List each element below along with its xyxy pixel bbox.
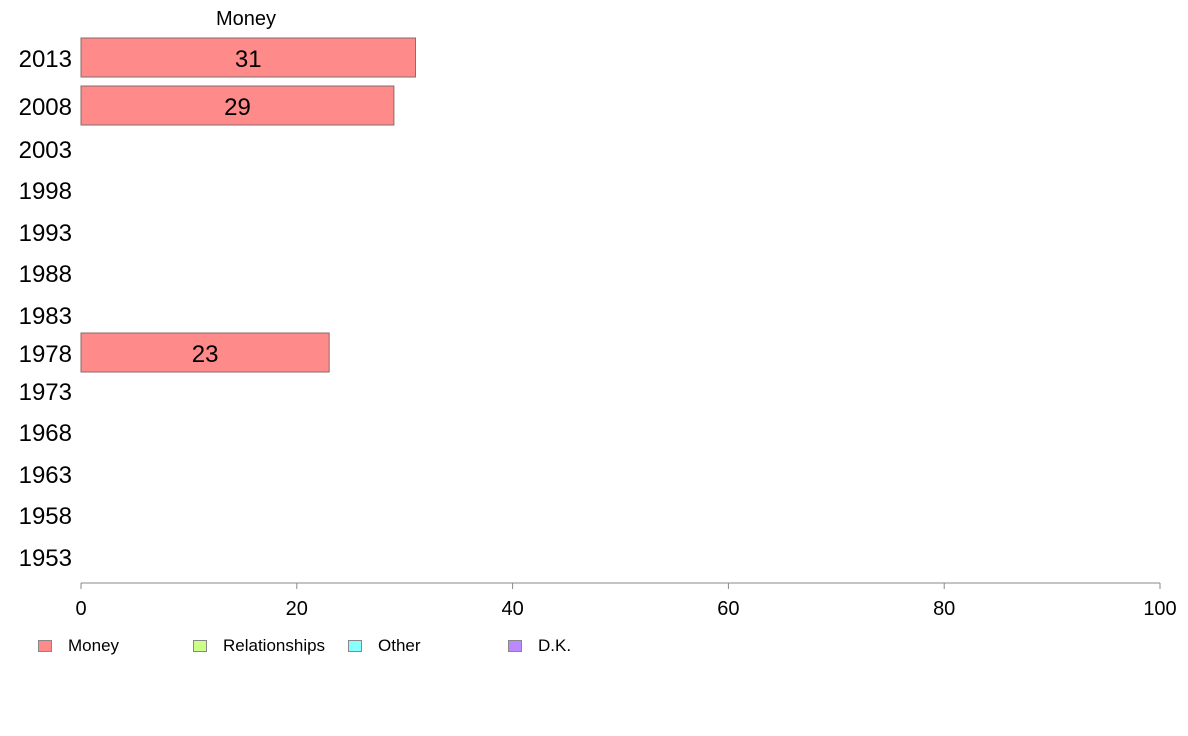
year-label: 1968 (19, 420, 72, 447)
legend-swatch-money (38, 640, 52, 652)
bars-group: 31 29 23 (80, 37, 416, 373)
year-label: 1958 (19, 503, 72, 530)
legend-item-relationships: Relationships (193, 636, 325, 656)
legend-swatch-dk (508, 640, 522, 652)
x-axis: 0 20 40 60 80 100 (75, 582, 1177, 620)
year-label: 1998 (19, 178, 72, 205)
year-label: 2003 (19, 137, 72, 164)
legend-item-money: Money (38, 636, 119, 656)
year-label: 1993 (19, 220, 72, 247)
x-tick-label: 20 (286, 598, 308, 620)
x-tick-label: 0 (75, 598, 86, 620)
bar-money-1978 (80, 332, 330, 373)
legend: Money Relationships Other D.K. (38, 636, 738, 660)
bar-value-label: 29 (224, 94, 251, 121)
legend-label-other: Other (378, 636, 421, 655)
legend-label-money: Money (68, 636, 120, 655)
bar-money-2008 (80, 85, 395, 126)
legend-item-other: Other (348, 636, 421, 656)
x-tick-label: 100 (1143, 598, 1176, 620)
year-label: 1983 (19, 303, 72, 330)
year-label: 1953 (19, 545, 72, 572)
year-labels: 2013 2008 2003 1998 1993 1988 1983 1978 1973 1968… (19, 46, 72, 572)
year-label: 2008 (19, 94, 72, 121)
year-label: 2013 (19, 46, 72, 73)
x-tick-label: 40 (501, 598, 523, 620)
bar-money-2013 (80, 37, 416, 78)
column-title: Money (216, 8, 276, 30)
year-label: 1963 (19, 462, 72, 489)
legend-label-relationships: Relationships (223, 636, 326, 655)
legend-label-dk: D.K. (538, 636, 572, 655)
x-tick-label: 60 (717, 598, 739, 620)
legend-swatch-other (348, 640, 362, 652)
x-tick-label: 80 (933, 598, 955, 620)
year-label: 1978 (19, 341, 72, 368)
bar-value-label: 31 (235, 46, 262, 73)
bar-value-label: 23 (192, 341, 219, 368)
year-label: 1973 (19, 379, 72, 406)
legend-item-dk: D.K. (508, 636, 571, 656)
year-label: 1988 (19, 261, 72, 288)
legend-swatch-relationships (193, 640, 207, 652)
chart-canvas: Money 31 29 23 2013 2008 2003 1998 1993 1988 198… (19, 8, 1177, 620)
